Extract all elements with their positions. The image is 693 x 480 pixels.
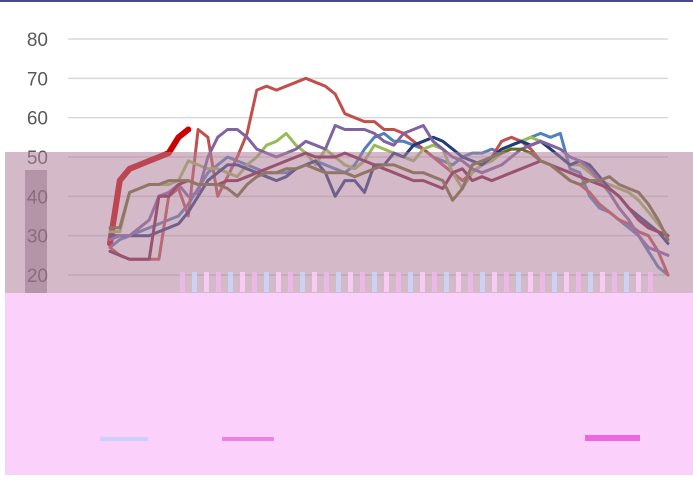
overlay-noise [252,272,257,292]
overlay-noise [324,272,329,292]
overlay-noise [600,272,605,292]
overlay-dash [585,435,640,441]
overlay-band-pink [5,293,693,475]
overlay-noise [588,272,593,292]
overlay-noise [336,272,341,292]
overlay-noise [180,272,185,292]
overlay-noise [564,272,569,292]
overlay-noise [276,272,281,292]
overlay-noise [552,272,557,292]
overlay-noise [264,272,269,292]
overlay-noise [348,272,353,292]
overlay-dash [100,437,148,441]
glitch-overlay [5,152,693,475]
overlay-noise [456,272,461,292]
overlay-band-mauve [5,152,693,295]
overlay-noise [372,272,377,292]
overlay-noise [504,272,509,292]
overlay-noise [528,272,533,292]
overlay-dash [222,437,274,441]
overlay-noise [312,272,317,292]
y-tick-label: 80 [27,30,48,51]
overlay-noise [624,272,629,292]
overlay-noise [480,272,485,292]
overlay-noise [612,272,617,292]
y-tick-label: 60 [27,109,48,130]
overlay-noise [444,272,449,292]
overlay-noise [648,272,653,292]
y-tick-label: 70 [27,69,48,90]
overlay-noise [408,272,413,292]
overlay-noise [300,272,305,292]
overlay-noise [420,272,425,292]
overlay-noise [228,272,233,292]
overlay-noise [516,272,521,292]
overlay-noise [432,272,437,292]
overlay-noise [468,272,473,292]
overlay-noise [492,272,497,292]
overlay-noise [360,272,365,292]
overlay-noise [204,272,209,292]
overlay-noise [384,272,389,292]
overlay-strip [25,170,47,295]
overlay-noise [216,272,221,292]
overlay-noise [240,272,245,292]
overlay-noise [576,272,581,292]
overlay-noise [540,272,545,292]
overlay-noise [396,272,401,292]
overlay-noise [636,272,641,292]
overlay-noise [192,272,197,292]
overlay-noise [288,272,293,292]
